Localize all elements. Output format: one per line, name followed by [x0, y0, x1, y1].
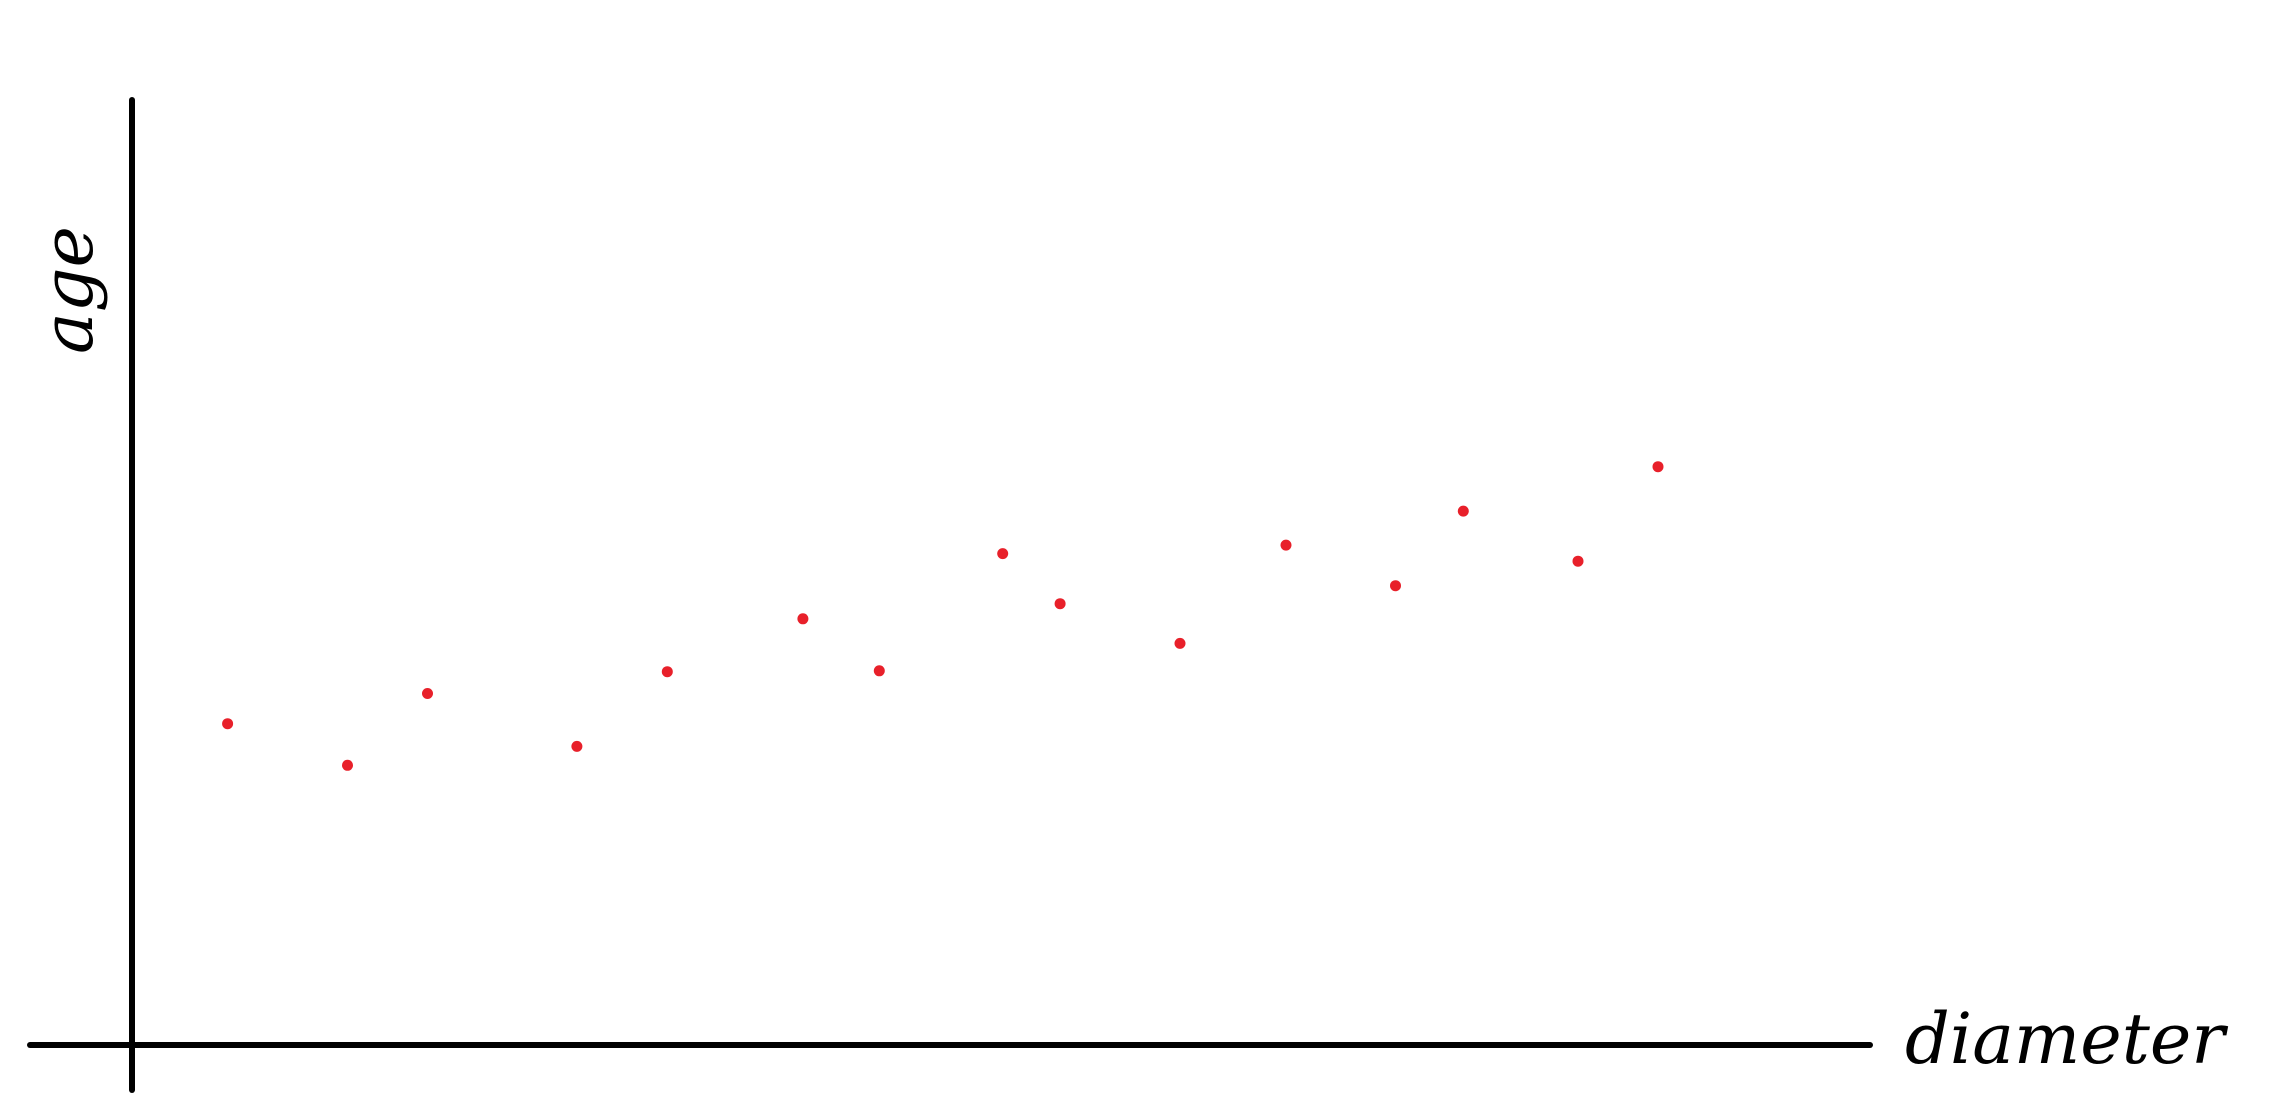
- data-point: [1457, 505, 1469, 517]
- data-point: [342, 759, 353, 771]
- data-point: [873, 665, 885, 677]
- data-point: [1652, 461, 1664, 473]
- y-axis-label: age: [27, 226, 109, 354]
- data-point: [1390, 580, 1401, 592]
- data-point: [571, 740, 583, 752]
- data-point: [997, 548, 1009, 560]
- data-point: [1572, 555, 1584, 567]
- data-point: [1054, 598, 1066, 610]
- data-points: [222, 461, 1664, 771]
- data-point: [222, 718, 234, 730]
- data-point: [1174, 637, 1186, 649]
- data-point: [797, 613, 809, 625]
- x-axis-label: diameter: [1905, 998, 2228, 1080]
- data-point: [1280, 539, 1292, 551]
- data-point: [422, 688, 433, 699]
- data-point: [661, 666, 673, 678]
